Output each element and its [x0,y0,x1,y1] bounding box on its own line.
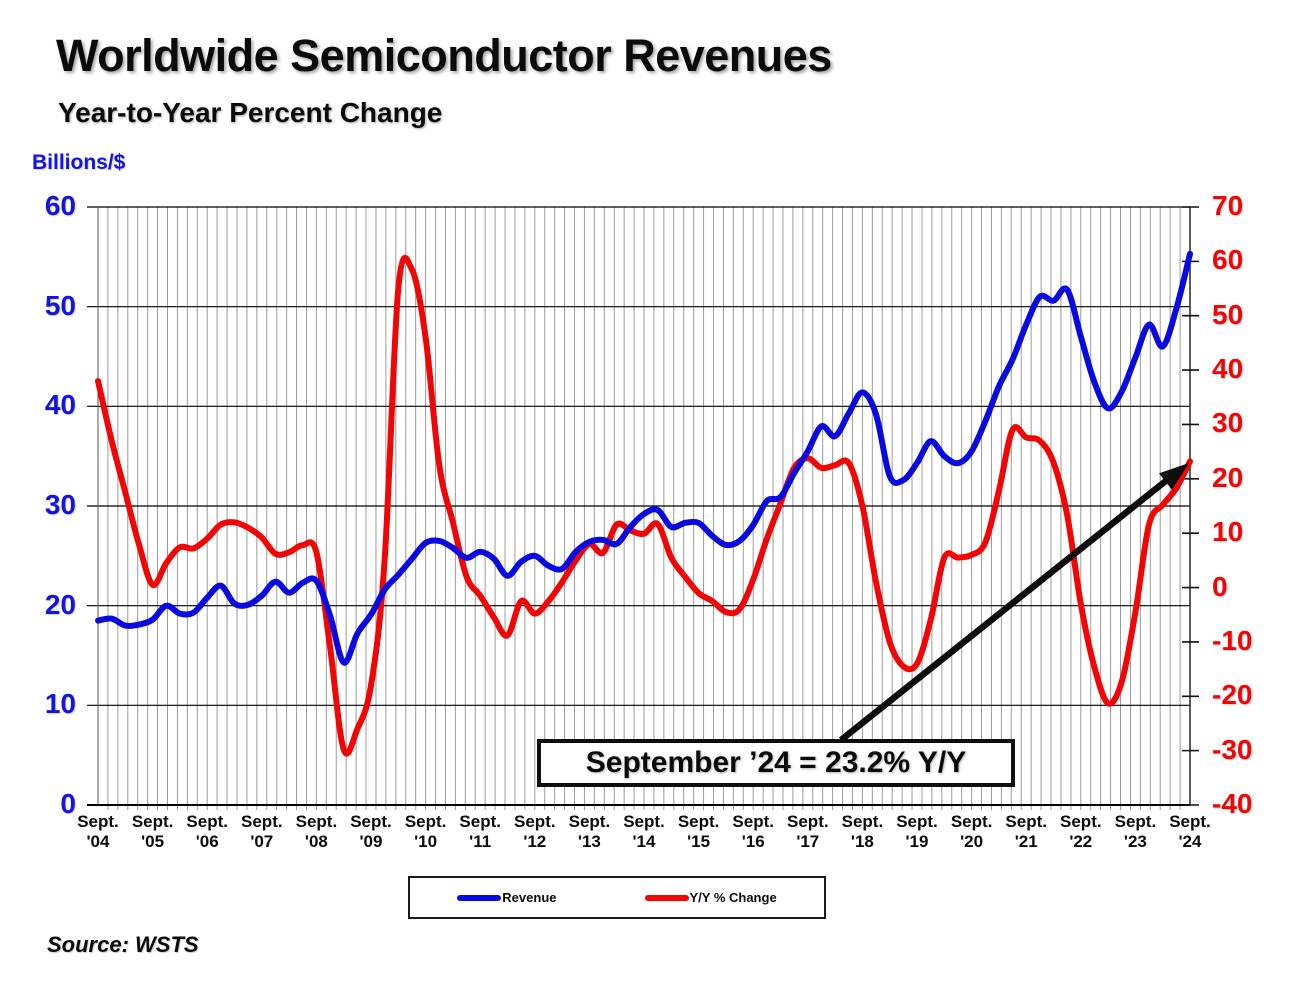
x-axis-tick-label: Sept. '14 [623,812,665,851]
right-axis-tick-label: 40 [1212,353,1244,385]
revenue-line-swatch [457,894,502,901]
x-axis-tick-label: Sept. '24 [1169,812,1211,851]
x-axis-tick-label: Sept. '22 [1060,812,1102,851]
revenue-line [95,250,1193,666]
left-axis-title: Billions/$ [32,151,126,174]
x-axis-tick-label: Sept. '17 [787,812,829,851]
vertical-gridlines [107,207,1181,810]
page-subtitle: Year-to-Year Percent Change [58,97,443,128]
x-axis-tick-label: Sept. '15 [677,812,720,851]
right-axis-tick-label: 10 [1212,516,1244,548]
x-axis-tick-label: Sept. '10 [404,812,447,851]
page-title: Worldwide Semiconductor Revenues [56,30,832,81]
annotation-text: September ’24 = 23.2% Y/Y [585,746,967,779]
annotation-arrow-shaft [838,477,1170,743]
right-axis-tick-label: 30 [1212,407,1244,439]
left-axis-tick-label: 0 [60,788,76,819]
left-axis-tick-label: 40 [44,389,76,421]
x-axis-tick-label: Sept. '18 [841,812,884,851]
x-axis-tick-label: Sept. '13 [568,812,611,851]
x-axis-tick-label: Sept. '07 [241,812,283,851]
right-axis-tick-label: 50 [1212,298,1244,330]
left-axis-tick-label: 60 [44,190,76,221]
legend-item-yoy: Y/Y % Change [644,890,777,905]
right-axis-tick-label: -10 [1212,624,1253,656]
legend-label-yoy: Y/Y % Change [689,890,777,905]
left-axis-tick-label: 20 [44,588,76,620]
left-axis-tick-label: 30 [44,489,76,520]
annotation-callout: September ’24 = 23.2% Y/Y [537,739,1015,787]
left-axis-tick-label: 50 [44,289,76,321]
x-axis-tick-label: Sept. '04 [77,812,119,851]
right-axis-tick-label: 0 [1212,570,1228,602]
yoy-line-swatch [644,894,689,901]
x-axis-tick-label: Sept. '21 [1005,812,1047,851]
x-axis-tick-label: Sept. '11 [459,812,501,851]
x-axis-tick-label: Sept. '16 [732,812,774,851]
x-axis-tick-label: Sept. '23 [1114,812,1157,851]
source-credit: Source: WSTS [47,932,199,957]
yoy-line [95,254,1193,757]
right-axis-tick-label: 70 [1212,190,1244,221]
right-axis-tick-label: -20 [1212,679,1253,711]
x-axis-tick-label: Sept. '19 [896,812,938,851]
annotation-arrow-head [1159,463,1189,490]
left-axis-tick-label: 10 [44,688,76,720]
x-axis-tick-label: Sept. '09 [350,812,392,851]
x-axis-tick-label: Sept. '05 [131,812,174,851]
right-axis-tick-label: -30 [1212,733,1253,765]
legend: Revenue Y/Y % Change [408,876,826,919]
right-axis-tick-label: -40 [1212,788,1253,819]
legend-label-revenue: Revenue [502,890,557,905]
x-axis-tick-label: Sept. '06 [186,812,228,851]
x-axis-tick-label: Sept. '20 [950,812,993,851]
x-axis-tick-label: Sept. '12 [514,812,556,851]
x-axis-tick-label: Sept. '08 [295,812,338,851]
legend-item-revenue: Revenue [457,890,557,905]
right-axis-tick-label: 60 [1212,244,1244,276]
right-axis-tick-label: 20 [1212,461,1244,493]
